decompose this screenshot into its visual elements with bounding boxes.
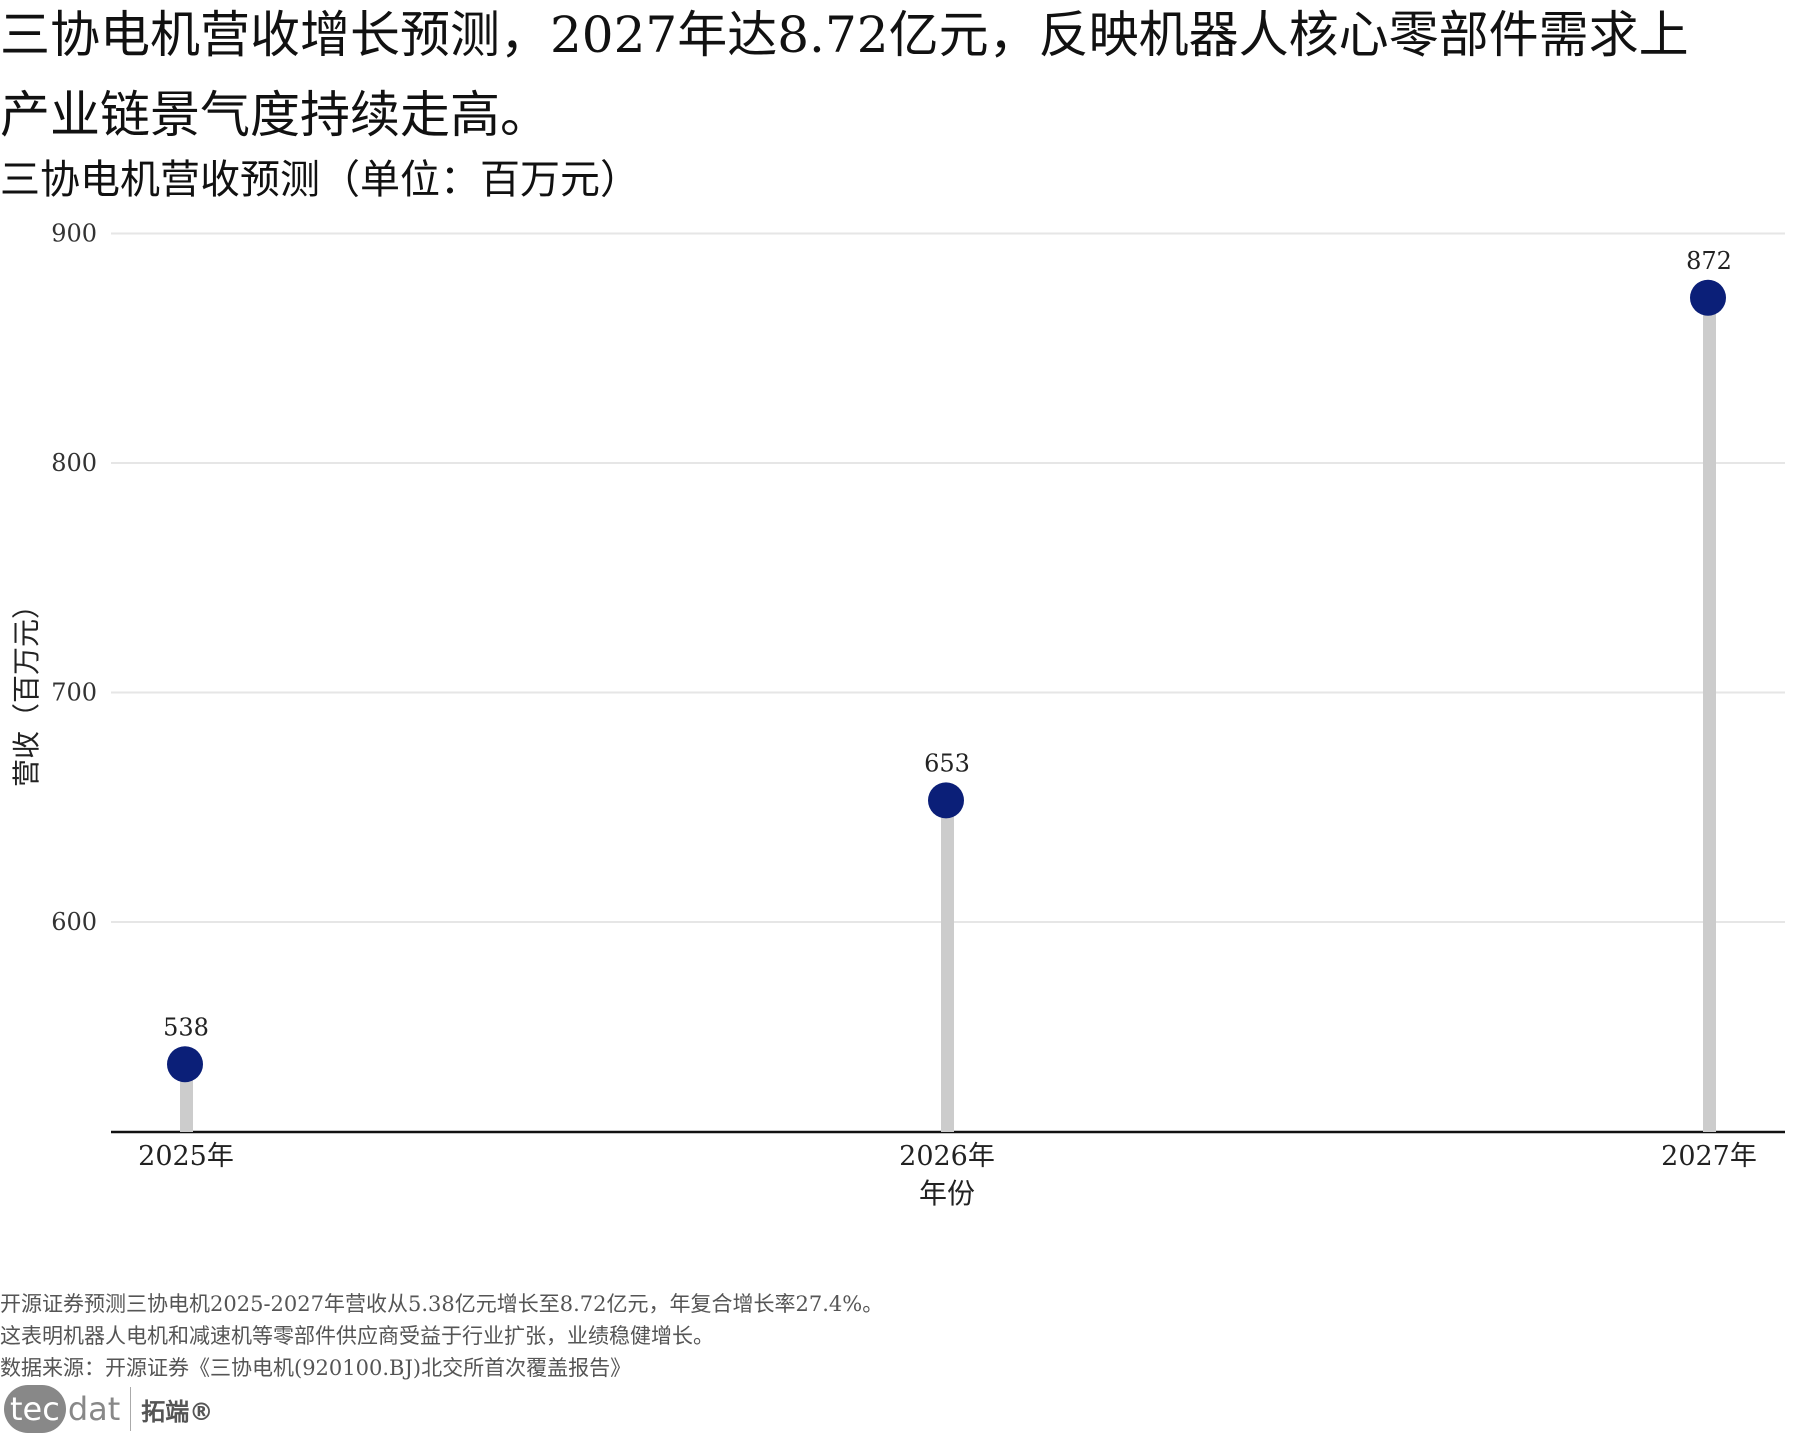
data-label: 653 xyxy=(924,749,970,777)
lollipop-stem xyxy=(1703,305,1716,1132)
data-label: 538 xyxy=(163,1013,209,1041)
logo-tec: tec xyxy=(4,1385,66,1433)
y-tick-label: 900 xyxy=(51,220,97,248)
y-tick-label: 700 xyxy=(51,679,97,707)
y-axis-title: 营收（百万元） xyxy=(10,591,43,787)
lollipop-stem xyxy=(180,1072,193,1132)
chart-title-line-1: 三协电机营收增长预测，2027年达8.72亿元，反映机器人核心零部件需求上 xyxy=(0,6,1689,64)
x-axis-title: 年份 xyxy=(919,1177,975,1210)
lollipop-point xyxy=(1690,279,1726,316)
tecdat-logo: tec dat 拓端® xyxy=(4,1385,213,1433)
x-tick-label: 2025年 xyxy=(138,1141,234,1172)
logo-dat: dat xyxy=(67,1390,121,1428)
y-tick-label: 600 xyxy=(51,908,97,936)
logo-brand: 拓端® xyxy=(141,1397,214,1426)
footer-note-1: 开源证券预测三协电机2025-2027年营收从5.38亿元增长至8.72亿元，年… xyxy=(0,1292,884,1316)
footer-note-2: 这表明机器人电机和减速机等零部件供应商受益于行业扩张，业绩稳健增长。 xyxy=(0,1324,714,1348)
x-tick-label: 2026年 xyxy=(899,1141,995,1172)
chart-title-line-2: 产业链景气度持续走高。 xyxy=(0,86,550,144)
chart-subtitle: 三协电机营收预测（单位：百万元） xyxy=(0,157,640,203)
y-tick-label: 800 xyxy=(51,449,97,477)
lollipop-point xyxy=(928,782,964,819)
x-tick-label: 2027年 xyxy=(1661,1141,1757,1172)
logo-divider xyxy=(130,1387,132,1431)
data-label: 872 xyxy=(1686,247,1732,275)
footer-source: 数据来源：开源证券《三协电机(920100.BJ)北交所首次覆盖报告》 xyxy=(0,1356,632,1380)
lollipop-point xyxy=(167,1046,203,1083)
lollipop-stem xyxy=(941,808,954,1132)
